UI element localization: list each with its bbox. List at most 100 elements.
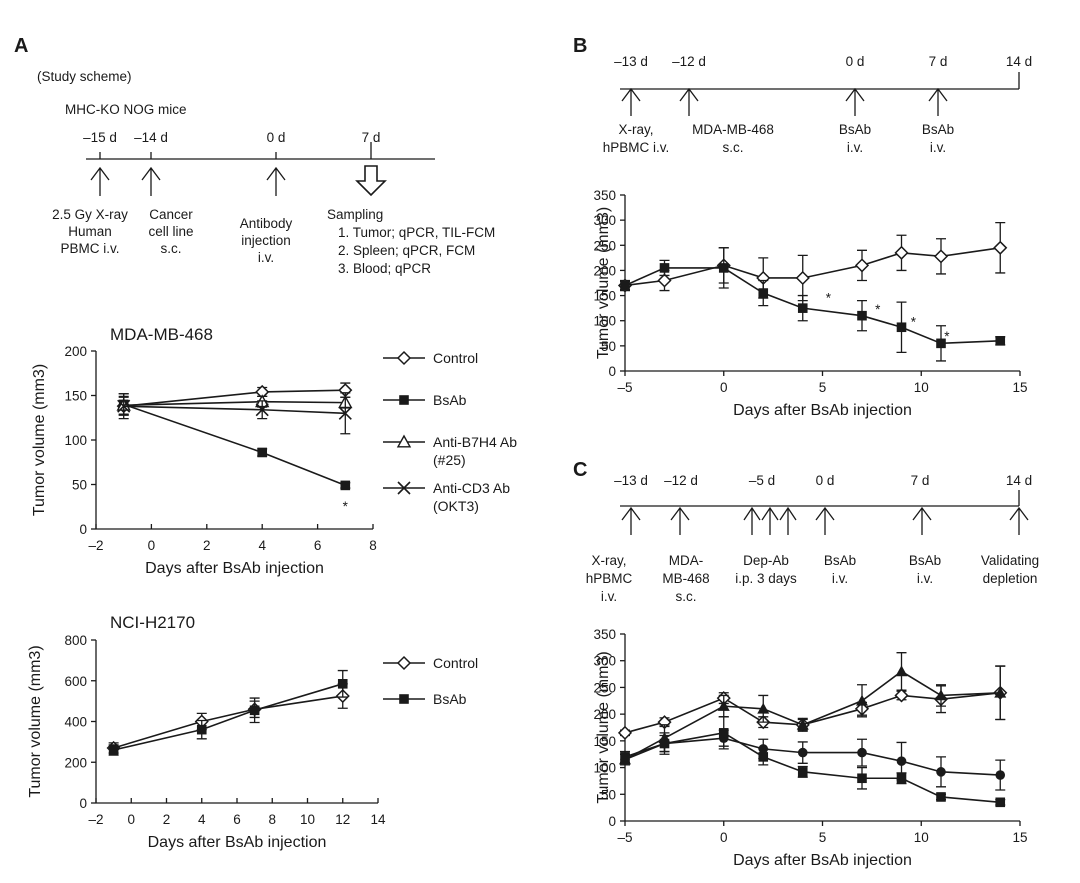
y-tick-label: 250 — [593, 238, 616, 253]
scheme-a-event-line: Sampling — [327, 207, 383, 222]
scheme-a-event-line: Cancer — [149, 207, 193, 222]
square-marker — [337, 679, 348, 689]
scheme-b-day-label: 7 d — [929, 54, 948, 69]
x-tick-label: 2 — [203, 538, 211, 553]
chart-title: NCI-H2170 — [110, 613, 195, 632]
x-tick-label: –5 — [617, 830, 632, 845]
x-tick-label: 5 — [819, 380, 827, 395]
y-tick-label: 50 — [601, 339, 616, 354]
y-tick-label: 350 — [593, 627, 616, 642]
scheme-a-day-label: 0 d — [267, 130, 286, 145]
scheme-b-day-label: 14 d — [1006, 54, 1032, 69]
scheme-b: –13 d –12 d 0 d 7 d 14 d X-ray, hPBMC i.… — [603, 54, 1032, 155]
x-tick-label: 6 — [314, 538, 322, 553]
square-marker — [857, 310, 867, 321]
x-tick-label: 2 — [163, 812, 171, 827]
significance-star: * — [911, 315, 917, 330]
y-tick-label: 250 — [593, 680, 616, 695]
series-1 — [108, 669, 348, 756]
scheme-c-day-label: –13 d — [614, 473, 648, 488]
series-line — [113, 695, 343, 749]
y-tick-label: 150 — [593, 734, 616, 749]
square-marker — [758, 288, 769, 298]
diamond-marker — [396, 350, 412, 366]
scheme-c-day-label: 7 d — [911, 473, 930, 488]
arrow-up-icon — [779, 506, 797, 535]
y-axis-label: Tumor volume (mm3) — [27, 645, 44, 797]
diamond-marker — [894, 245, 909, 260]
arrow-up-icon — [670, 506, 690, 535]
scheme-c-event-line: i.p. 3 days — [735, 571, 797, 586]
diamond-marker — [795, 270, 810, 286]
significance-star: * — [875, 302, 881, 317]
x-tick-label: 15 — [1012, 380, 1027, 395]
series-line — [113, 683, 343, 751]
series-0 — [617, 222, 1008, 302]
square-marker — [620, 752, 630, 762]
square-marker — [249, 705, 260, 716]
x-tick-label: 4 — [198, 812, 206, 827]
hollow-arrow-down-icon — [355, 165, 387, 197]
legend-label-sub: (OKT3) — [433, 498, 479, 514]
diamond-marker — [396, 655, 412, 671]
series-1 — [619, 652, 1007, 766]
legend-label: Control — [433, 655, 478, 671]
triangle-marker — [935, 689, 947, 701]
scheme-b-event-line: MDA-MB-468 — [692, 122, 774, 137]
series-line — [624, 732, 1001, 804]
square-marker — [896, 773, 907, 784]
scheme-a-event-line: 1. Tumor; qPCR, TIL-FCM — [338, 225, 495, 240]
diamond-marker — [657, 273, 672, 288]
arrow-up-icon — [621, 87, 641, 116]
arrow-up-icon — [679, 87, 699, 116]
scheme-b-event-line: BsAb — [839, 122, 871, 137]
scheme-a-mice: MHC-KO NOG mice — [65, 102, 187, 117]
square-marker — [718, 263, 729, 273]
x-tick-label: 10 — [914, 380, 929, 395]
diamond-marker — [894, 688, 909, 703]
scheme-b-event-line: i.v. — [847, 140, 863, 155]
x-tick-label: 5 — [819, 830, 827, 845]
scheme-a-day-label: –15 d — [83, 130, 117, 145]
x-tick-label: 0 — [148, 538, 156, 553]
arrow-up-icon — [621, 506, 641, 535]
x-tick-label: –2 — [88, 812, 103, 827]
y-tick-label: 300 — [593, 654, 616, 669]
square-marker — [936, 338, 946, 349]
panel-label-b: B — [573, 35, 587, 57]
scheme-a-event-line: s.c. — [160, 241, 181, 256]
scheme-a-event-line: PBMC i.v. — [60, 241, 119, 256]
y-tick-label: 300 — [593, 213, 616, 228]
x-axis-label: Days after BsAb injection — [145, 560, 324, 577]
square-marker — [995, 336, 1006, 346]
series-0 — [617, 665, 1008, 740]
square-marker — [995, 797, 1006, 808]
y-tick-label: 100 — [593, 761, 616, 776]
scheme-b-event-line: BsAb — [922, 122, 954, 137]
significance-star: * — [944, 329, 950, 344]
scheme-b-day-label: 0 d — [846, 54, 865, 69]
arrow-up-icon — [845, 87, 865, 116]
scheme-c-event-line: i.v. — [832, 571, 848, 586]
scheme-c-day-label: –12 d — [664, 473, 698, 488]
significance-star: * — [826, 291, 832, 306]
y-axis-label: Tumor volume (mm3) — [595, 651, 612, 803]
y-tick-label: 50 — [72, 478, 87, 493]
x-tick-label: 6 — [233, 812, 241, 827]
legend: Control BsAb Anti-B7H4 Ab (#25) Anti-CD3 Ab (… — [383, 350, 517, 514]
triangle-marker — [856, 694, 868, 706]
x-tick-label: –2 — [88, 538, 103, 553]
scheme-c-event-line: X-ray, — [591, 553, 626, 568]
scheme-c-event-line: s.c. — [675, 589, 696, 604]
square-marker — [659, 263, 670, 273]
square-marker — [797, 767, 808, 777]
scheme-c-day-label: 0 d — [816, 473, 835, 488]
scheme-c-day-label: –5 d — [749, 473, 775, 488]
significance-star: * — [343, 499, 349, 514]
legend-label: BsAb — [433, 392, 467, 408]
arrow-up-icon — [761, 506, 779, 535]
x-axis-label: Days after BsAb injection — [733, 852, 912, 869]
